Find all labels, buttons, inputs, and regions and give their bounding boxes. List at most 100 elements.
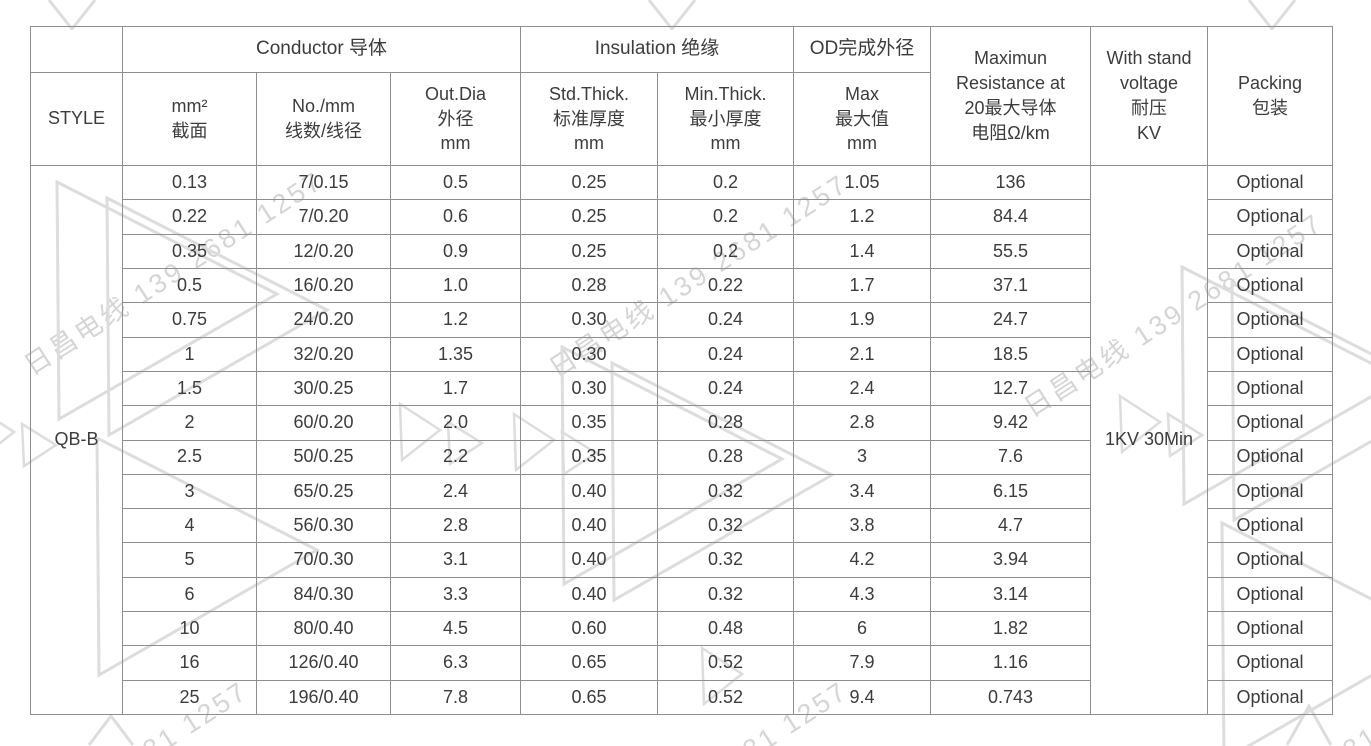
strands-cell: 24/0.20 xyxy=(256,302,391,338)
mm2-header-line: mm² xyxy=(171,96,208,117)
stdthick-cell: 0.28 xyxy=(520,267,658,304)
minthick-column-header: Min.Thick. 最小厚度 mm xyxy=(657,72,794,166)
od-group-header: OD完成外径 xyxy=(793,26,931,73)
maxod-cell: 1.05 xyxy=(793,164,931,201)
minthick-header-line: 最小厚度 xyxy=(689,108,762,129)
minthick-cell: 0.22 xyxy=(657,267,794,304)
spec-row: 25 196/0.40 7.8 0.65 0.52 9.4 0.743 Optional xyxy=(31,679,1333,716)
resistance-cell: 7.6 xyxy=(930,439,1091,475)
mm2-cell: 2.5 xyxy=(122,439,257,475)
outdia-header-line: Out.Dia xyxy=(424,83,487,104)
withstand-header-line: With stand xyxy=(1106,48,1192,69)
stdthick-header-line: Std.Thick. xyxy=(548,83,630,104)
resistance-cell: 3.94 xyxy=(930,542,1091,578)
minthick-cell: 0.24 xyxy=(657,302,794,338)
resistance-cell: 3.14 xyxy=(930,576,1091,613)
spec-row: 0.22 7/0.20 0.6 0.25 0.2 1.2 84.4 Optional xyxy=(31,199,1333,235)
mm2-cell: 10 xyxy=(122,611,257,647)
minthick-cell: 0.24 xyxy=(657,336,794,372)
outdia-column-header: Out.Dia 外径 mm xyxy=(390,72,521,166)
strands-cell: 30/0.25 xyxy=(256,370,391,407)
strands-cell: 70/0.30 xyxy=(256,542,391,578)
packing-cell: Optional xyxy=(1207,336,1333,372)
spec-row: 16 126/0.40 6.3 0.65 0.52 7.9 1.16 Optional xyxy=(31,645,1333,681)
maxod-cell: 3.4 xyxy=(793,473,931,510)
packing-cell: Optional xyxy=(1207,508,1333,544)
packing-cell: Optional xyxy=(1207,679,1333,716)
resistance-cell: 4.7 xyxy=(930,508,1091,544)
withstand-header-line: voltage xyxy=(1119,73,1179,94)
strands-cell: 16/0.20 xyxy=(256,267,391,304)
packing-column-header: Packing 包装 xyxy=(1207,26,1333,166)
resistance-cell: 1.82 xyxy=(930,611,1091,647)
mm2-cell: 4 xyxy=(122,508,257,544)
strands-cell: 32/0.20 xyxy=(256,336,391,372)
insulation-group-header: Insulation 绝缘 xyxy=(520,26,794,73)
stdthick-cell: 0.40 xyxy=(520,508,658,544)
outdia-cell: 4.5 xyxy=(390,611,521,647)
outdia-cell: 1.7 xyxy=(390,370,521,407)
outdia-cell: 0.9 xyxy=(390,233,521,269)
outdia-header-line: mm xyxy=(440,133,471,154)
maxod-cell: 1.2 xyxy=(793,199,931,235)
spec-row: 10 80/0.40 4.5 0.60 0.48 6 1.82 Optional xyxy=(31,611,1333,647)
outdia-cell: 1.0 xyxy=(390,267,521,304)
maxod-cell: 1.9 xyxy=(793,302,931,338)
mm2-cell: 0.75 xyxy=(122,302,257,338)
resistance-cell: 12.7 xyxy=(930,370,1091,407)
mm2-cell: 3 xyxy=(122,473,257,510)
stdthick-cell: 0.60 xyxy=(520,611,658,647)
resistance-cell: 24.7 xyxy=(930,302,1091,338)
maxod-cell: 9.4 xyxy=(793,679,931,716)
outdia-cell: 2.0 xyxy=(390,405,521,441)
withstand-header-line: 耐压 xyxy=(1131,98,1167,118)
packing-cell: Optional xyxy=(1207,542,1333,578)
strands-cell: 56/0.30 xyxy=(256,508,391,544)
maxod-header-line: Max xyxy=(844,83,879,104)
maxod-cell: 7.9 xyxy=(793,645,931,681)
minthick-cell: 0.28 xyxy=(657,439,794,475)
strands-cell: 126/0.40 xyxy=(256,645,391,681)
minthick-cell: 0.48 xyxy=(657,611,794,647)
resistance-cell: 55.5 xyxy=(930,233,1091,269)
packing-cell: Optional xyxy=(1207,611,1333,647)
maxod-cell: 6 xyxy=(793,611,931,647)
maxod-cell: 2.4 xyxy=(793,370,931,407)
maxod-cell: 1.4 xyxy=(793,233,931,269)
watermark-triangle-tip-icon xyxy=(88,714,135,746)
packing-header-line: 包装 xyxy=(1252,98,1288,118)
minthick-cell: 0.24 xyxy=(657,370,794,407)
outdia-cell: 0.5 xyxy=(390,164,521,201)
strands-cell: 50/0.25 xyxy=(256,439,391,475)
strands-cell: 7/0.15 xyxy=(256,164,391,201)
minthick-cell: 0.32 xyxy=(657,542,794,578)
stdthick-cell: 0.35 xyxy=(520,405,658,441)
style-header-spacer xyxy=(30,26,123,73)
spec-row: 6 84/0.30 3.3 0.40 0.32 4.3 3.14 Optional xyxy=(31,576,1333,613)
outdia-cell: 2.2 xyxy=(390,439,521,475)
mm2-cell: 2 xyxy=(122,405,257,441)
strands-cell: 12/0.20 xyxy=(256,233,391,269)
stdthick-cell: 0.40 xyxy=(520,576,658,613)
resistance-cell: 9.42 xyxy=(930,405,1091,441)
style-column-header: STYLE xyxy=(30,72,123,166)
spec-row: QB-B 0.13 7/0.15 0.5 0.25 0.2 1.05 136 1KV 30Min… xyxy=(30,164,1333,715)
mm2-cell: 0.13 xyxy=(122,164,257,201)
stdthick-column-header: Std.Thick. 标准厚度 mm xyxy=(520,72,658,166)
minthick-cell: 0.32 xyxy=(657,576,794,613)
mm2-cell: 6 xyxy=(122,576,257,613)
conductor-group-header: Conductor 导体 xyxy=(122,26,521,73)
withstand-header-line: KV xyxy=(1136,122,1161,143)
packing-cell: Optional xyxy=(1207,233,1333,269)
resistance-cell: 18.5 xyxy=(930,336,1091,372)
resistance-cell: 6.15 xyxy=(930,473,1091,510)
minthick-header-line: Min.Thick. xyxy=(684,83,767,104)
packing-header-line: Packing xyxy=(1237,73,1303,94)
outdia-cell: 2.4 xyxy=(390,473,521,510)
strands-cell: 7/0.20 xyxy=(256,199,391,235)
packing-cell: Optional xyxy=(1207,302,1333,338)
outdia-cell: 0.6 xyxy=(390,199,521,235)
spec-row: 0.5 16/0.20 1.0 0.28 0.22 1.7 37.1 Optional xyxy=(31,267,1333,304)
minthick-cell: 0.32 xyxy=(657,473,794,510)
mm2-header-line: 截面 xyxy=(171,121,208,141)
